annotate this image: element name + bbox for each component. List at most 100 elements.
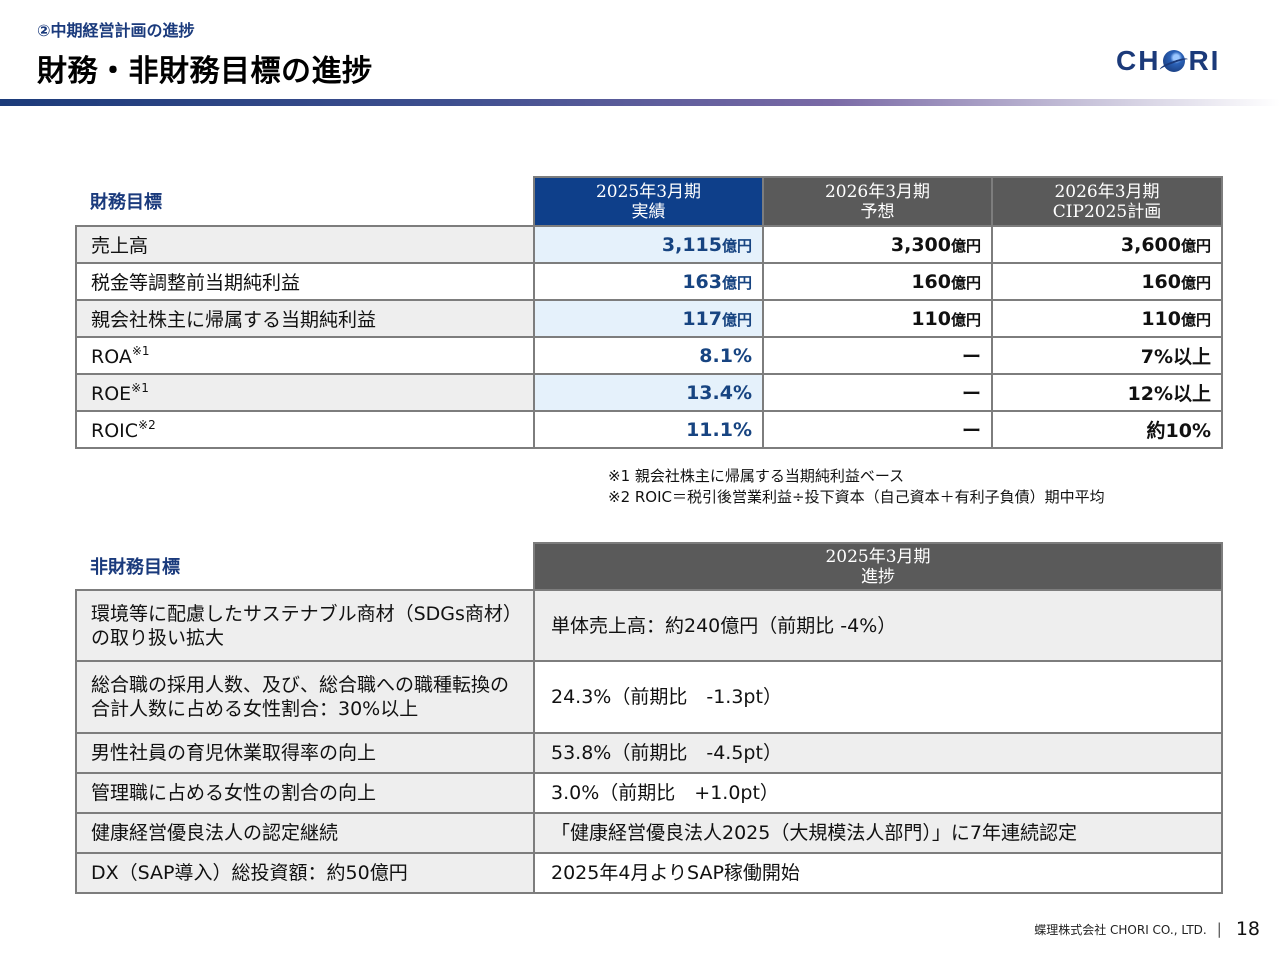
value-number: 163 [682,270,722,293]
plan-value: 12%以上 [991,373,1223,412]
financial-targets-table: 財務目標 2025年3月期 実績 2026年3月期 予想 2026年3月期 CI… [75,176,1223,449]
footnotes: ※1 親会社株主に帰属する当期純利益ベース ※2 ROIC＝税引後営業利益÷投下… [608,466,1105,508]
column-header-actual-type: 実績 [631,201,666,222]
progress-value: 2025年4月よりSAP稼働開始 [533,852,1223,894]
plan-value: 110億円 [991,299,1223,338]
column-header-actual-period: 2025年3月期 [595,181,702,202]
footnote-1: ※1 親会社株主に帰属する当期純利益ベース [608,467,905,485]
page-footer: 蝶理株式会社 CHORI CO., LTD. | 18 [960,918,1260,940]
table-row: 総合職の採用人数、及び、総合職への職種転換の 合計人数に占める女性割合：30%以… [75,660,1223,734]
row-label: ROE※1 [75,373,535,412]
table-row: 売上高 3,115億円 3,300億円 3,600億円 [75,225,1223,264]
value-number: 3,300 [890,233,951,256]
progress-value: 3.0%（前期比 +1.0pt） [533,772,1223,814]
target-label: 管理職に占める女性の割合の向上 [75,772,535,814]
row-label-text: 親会社株主に帰属する当期純利益 [91,309,377,331]
table-row: ROIC※2 11.1% ー 約10% [75,410,1223,449]
value-number: 13.4% [686,381,752,404]
column-header-forecast: 2026年3月期 予想 [762,176,993,227]
value-number: 11.1% [686,418,752,441]
value-unit: 億円 [1180,310,1211,329]
value-unit: 億円 [1180,273,1211,292]
forecast-value: ー [762,336,993,375]
column-header-progress-type: 進捗 [861,566,895,587]
row-label-text: ROE [91,382,132,405]
page-number: 18 [1235,918,1260,940]
row-label-text: ROA [91,345,132,368]
footer-divider: | [1216,920,1222,938]
progress-value: 単体売上高：約240億円（前期比 -4%） [533,589,1223,662]
value-number: 110 [911,307,951,330]
progress-value: 24.3%（前期比 -1.3pt） [533,660,1223,734]
table-row: ROE※1 13.4% ー 12%以上 [75,373,1223,412]
nonfinancial-section-label: 非財務目標 [76,543,534,590]
value-unit: 億円 [950,236,981,255]
target-label: DX（SAP導入）総投資額：約50億円 [75,852,535,894]
forecast-value: 110億円 [762,299,993,338]
logo-text-right: RI [1188,45,1221,76]
globe-icon [1163,50,1186,72]
financial-section-label: 財務目標 [76,177,534,226]
table-row: 健康経営優良法人の認定継続 「健康経営優良法人2025（大規模法人部門）」に7年… [75,812,1223,854]
column-header-forecast-period: 2026年3月期 [824,181,931,202]
nonfinancial-header-row: 非財務目標 2025年3月期 進捗 [76,542,1223,591]
value-number: 8.1% [699,344,752,367]
actual-value: 117億円 [533,299,764,338]
footnote-2: ※2 ROIC＝税引後営業利益÷投下資本（自己資本＋有利子負債）期中平均 [608,488,1105,506]
value-unit: 億円 [721,310,752,329]
actual-value: 8.1% [533,336,764,375]
plan-value: 160億円 [991,262,1223,301]
table-row: DX（SAP導入）総投資額：約50億円 2025年4月よりSAP稼働開始 [75,852,1223,894]
section-subtitle: ②中期経営計画の進捗 [37,21,195,40]
value-number: 117 [682,307,722,330]
target-label: 男性社員の育児休業取得率の向上 [75,732,535,774]
target-label-line: 総合職の採用人数、及び、総合職への職種転換の [91,674,510,696]
plan-value: 約10% [991,410,1223,449]
column-header-plan: 2026年3月期 CIP2025計画 [991,176,1223,227]
forecast-value: ー [762,410,993,449]
value-number: 約10% [1146,420,1211,442]
chori-logo: CH RI [1116,45,1220,77]
table-row: ROA※1 8.1% ー 7%以上 [75,336,1223,375]
value-number: 12%以上 [1127,383,1211,405]
value-number: 110 [1141,307,1181,330]
value-unit: 億円 [721,236,752,255]
forecast-value: 160億円 [762,262,993,301]
column-header-progress: 2025年3月期 進捗 [533,542,1223,591]
nonfinancial-targets-table: 非財務目標 2025年3月期 進捗 環境等に配慮したサステナブル商材（SDGs商… [75,542,1223,894]
row-label: 売上高 [75,225,535,264]
target-label: 環境等に配慮したサステナブル商材（SDGs商材） の取り扱い拡大 [75,589,535,662]
value-number: 7%以上 [1140,346,1211,368]
table-row: 管理職に占める女性の割合の向上 3.0%（前期比 +1.0pt） [75,772,1223,814]
column-header-plan-type: CIP2025計画 [1052,201,1162,222]
forecast-value: 3,300億円 [762,225,993,264]
target-label-line: 環境等に配慮したサステナブル商材（SDGs商材） [91,602,522,625]
actual-value: 11.1% [533,410,764,449]
logo-text-left: CH [1116,45,1161,76]
financial-header-row: 財務目標 2025年3月期 実績 2026年3月期 予想 2026年3月期 CI… [76,176,1223,227]
plan-value: 7%以上 [991,336,1223,375]
value-number: 160 [1141,270,1181,293]
row-label: 税金等調整前当期純利益 [75,262,535,301]
actual-value: 3,115億円 [533,225,764,264]
value-number: ー [961,420,981,442]
value-unit: 億円 [950,310,981,329]
table-row: 親会社株主に帰属する当期純利益 117億円 110億円 110億円 [75,299,1223,338]
column-header-forecast-type: 予想 [860,201,895,222]
value-number: 3,115 [661,233,722,256]
table-row: 男性社員の育児休業取得率の向上 53.8%（前期比 -4.5pt） [75,732,1223,774]
column-header-actual: 2025年3月期 実績 [533,176,764,227]
row-label-text: 売上高 [91,235,149,257]
progress-value: 53.8%（前期比 -4.5pt） [533,732,1223,774]
target-label-line: の取り扱い拡大 [91,626,225,649]
actual-value: 13.4% [533,373,764,412]
row-label-text: 税金等調整前当期純利益 [91,272,301,294]
title-divider [0,99,1280,106]
value-unit: 億円 [950,273,981,292]
value-number: ー [961,346,981,368]
row-label: ROIC※2 [75,410,535,449]
plan-value: 3,600億円 [991,225,1223,264]
column-header-progress-period: 2025年3月期 [825,546,931,567]
footnote-marker: ※1 [131,380,149,395]
target-label-line: 合計人数に占める女性割合：30%以上 [91,698,419,720]
